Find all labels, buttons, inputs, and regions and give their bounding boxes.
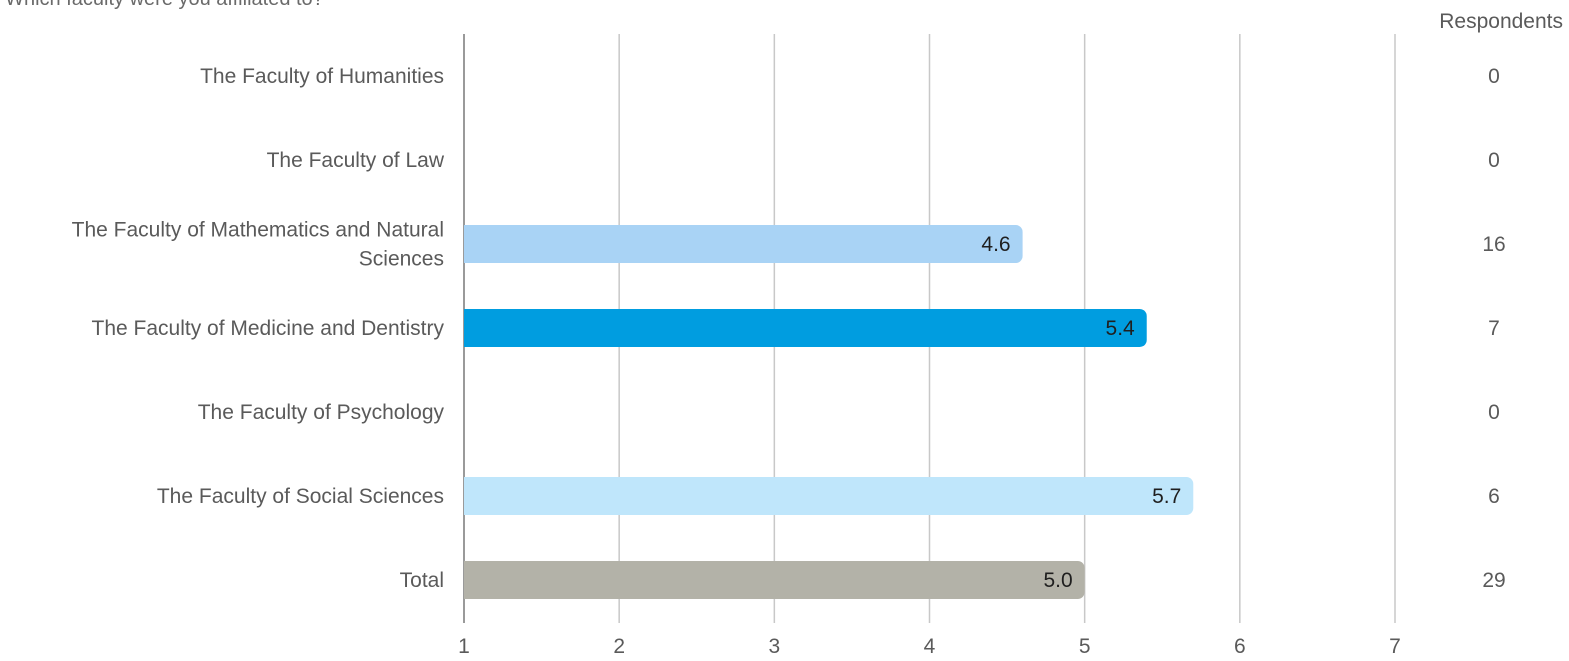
category-label: The Faculty of Law (267, 149, 445, 172)
category-label: The Faculty of Medicine and Dentistry (92, 317, 445, 340)
bar-value-label: 4.6 (981, 233, 1010, 256)
category-label: The Faculty of Social Sciences (157, 485, 444, 508)
respondents-count: 0 (1488, 401, 1500, 424)
bar (464, 309, 1147, 347)
respondents-count: 7 (1488, 317, 1500, 340)
category-label: The Faculty of Mathematics and Natural Sc… (72, 219, 444, 271)
category-label: Total (400, 569, 444, 592)
category-label: The Faculty of Humanities (200, 65, 444, 88)
x-tick-label: 6 (1234, 635, 1246, 656)
bar-value-label: 5.7 (1152, 485, 1181, 508)
respondents-count: 29 (1482, 569, 1505, 592)
x-tick-label: 5 (1079, 635, 1091, 656)
bar-left-edge (464, 477, 474, 515)
respondents-header: Respondents (1439, 10, 1563, 33)
x-tick-label: 2 (613, 635, 625, 656)
respondents-count: 16 (1482, 233, 1505, 256)
x-tick-label: 3 (768, 635, 780, 656)
bar (464, 477, 1194, 515)
x-tick-label: 7 (1389, 635, 1401, 656)
respondents-count: 6 (1488, 485, 1500, 508)
category-label: The Faculty of Psychology (198, 401, 445, 424)
bar-left-edge (464, 561, 474, 599)
bar-value-label: 5.0 (1043, 569, 1072, 592)
bar (464, 225, 1023, 263)
bar-left-edge (464, 309, 474, 347)
bar-value-label: 5.4 (1106, 317, 1136, 340)
x-tick-label: 1 (458, 635, 470, 656)
bar (464, 561, 1085, 599)
respondents-count: 0 (1488, 65, 1500, 88)
x-tick-label: 4 (924, 635, 936, 656)
respondents-count: 0 (1488, 149, 1500, 172)
bar-left-edge (464, 225, 474, 263)
question-title: : Which faculty were you affiliated to? (0, 0, 324, 11)
